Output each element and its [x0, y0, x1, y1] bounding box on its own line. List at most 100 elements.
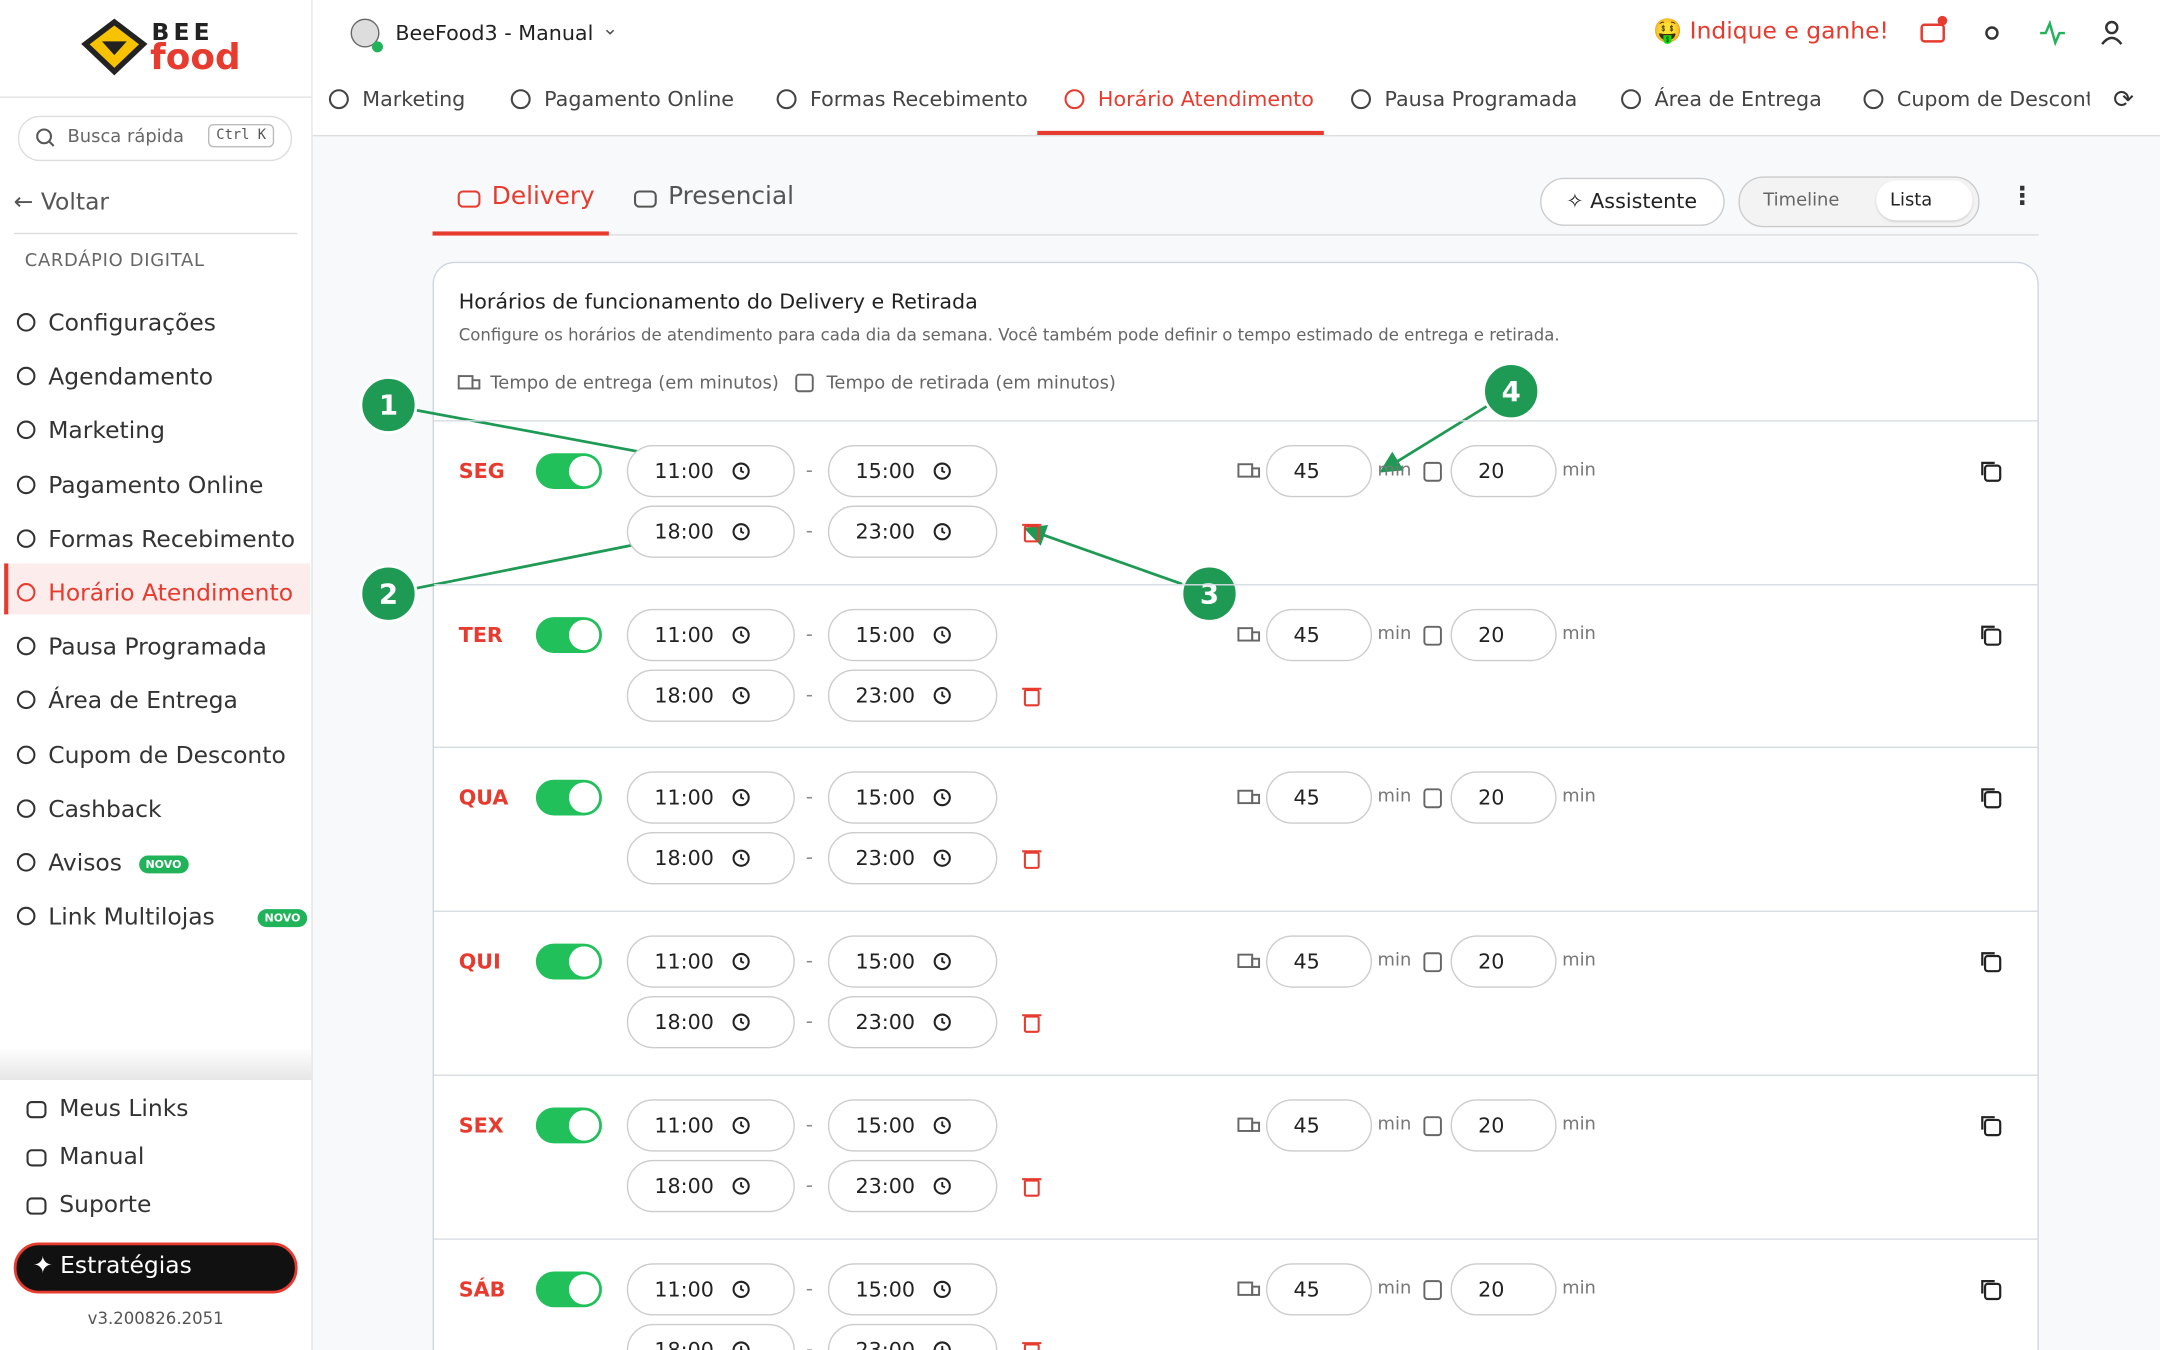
- time-end[interactable]: [827, 669, 998, 722]
- pickup-time[interactable]: [1450, 935, 1557, 988]
- time-end[interactable]: [827, 996, 998, 1049]
- tab-icon: [776, 89, 797, 110]
- delivery-time[interactable]: [1265, 771, 1373, 825]
- day-label: TER: [458, 622, 503, 648]
- footer-icon: [26, 1197, 47, 1215]
- tab[interactable]: Área de Entrega: [1654, 86, 1822, 112]
- delivery-time[interactable]: [1265, 1099, 1373, 1152]
- pickup-time[interactable]: [1450, 1262, 1557, 1315]
- refresh-button[interactable]: ⟳: [2113, 85, 2134, 115]
- view-option[interactable]: Timeline: [1763, 190, 1840, 211]
- tab[interactable]: Pausa Programada: [1384, 86, 1578, 112]
- footer-link[interactable]: Suporte: [59, 1191, 152, 1220]
- time-end[interactable]: [827, 771, 998, 825]
- subtab[interactable]: Delivery: [491, 181, 595, 211]
- kebab-menu[interactable]: ⋮: [2009, 181, 2035, 211]
- menu-item[interactable]: Agendamento: [48, 363, 214, 392]
- callout-number: 2: [379, 578, 398, 610]
- clock-icon: [933, 462, 951, 480]
- clock-icon: [732, 686, 750, 704]
- time-start[interactable]: [626, 771, 795, 825]
- menu-item[interactable]: Configurações: [48, 309, 216, 338]
- footer-link[interactable]: Manual: [59, 1143, 145, 1171]
- search-icon: [36, 128, 55, 147]
- divider: [13, 232, 298, 235]
- card-title: Horários de funcionamento do Delivery e …: [458, 289, 978, 315]
- time-start-value: 11:00: [654, 785, 714, 811]
- time-start[interactable]: [626, 505, 795, 558]
- menu-icon: [16, 745, 36, 764]
- menu-item[interactable]: Avisos: [48, 849, 122, 878]
- tab[interactable]: Pagamento Online: [544, 86, 735, 112]
- clock-icon: [732, 1116, 750, 1134]
- time-start[interactable]: [626, 1323, 795, 1350]
- time-end[interactable]: [827, 505, 998, 558]
- menu-item[interactable]: Pagamento Online: [48, 471, 264, 500]
- time-end[interactable]: [827, 1323, 998, 1350]
- toggle-knob: [568, 946, 600, 977]
- menu-item[interactable]: Horário Atendimento: [48, 579, 294, 608]
- time-end[interactable]: [827, 935, 998, 988]
- delivery-time-value: 45: [1293, 622, 1320, 648]
- pickup-time[interactable]: [1450, 444, 1557, 498]
- time-start[interactable]: [626, 669, 795, 722]
- strategies-text: Estratégias: [60, 1252, 192, 1280]
- time-start[interactable]: [626, 1099, 795, 1152]
- menu-item[interactable]: Formas Recebimento: [48, 525, 296, 554]
- pickup-time-value: 20: [1478, 785, 1505, 811]
- delivery-time[interactable]: [1265, 935, 1373, 988]
- unit: min: [1562, 787, 1596, 808]
- back-link[interactable]: ← Voltar: [13, 188, 110, 217]
- pickup-time[interactable]: [1450, 771, 1557, 825]
- time-start[interactable]: [626, 1159, 795, 1212]
- time-end[interactable]: [827, 608, 998, 661]
- menu-item[interactable]: Cupom de Desconto: [48, 741, 286, 770]
- clock-icon: [732, 523, 750, 541]
- menu-icon: [16, 475, 36, 494]
- subtab[interactable]: Presencial: [668, 181, 795, 211]
- store-name[interactable]: BeeFood3 - Manual: [395, 20, 594, 46]
- bag-icon: [1423, 1279, 1442, 1300]
- menu-item[interactable]: Área de Entrega: [48, 687, 238, 716]
- search-placeholder: Busca rápida: [67, 126, 185, 148]
- time-start-value: 18:00: [654, 1009, 714, 1035]
- time-end[interactable]: [827, 444, 998, 498]
- menu-item[interactable]: Cashback: [48, 795, 162, 824]
- clock-icon: [732, 789, 750, 807]
- delivery-time[interactable]: [1265, 444, 1373, 498]
- time-end[interactable]: [827, 1262, 998, 1315]
- time-start[interactable]: [626, 608, 795, 661]
- divider-shadow: [0, 1046, 312, 1080]
- referral[interactable]: 🤑 Indique e ganhe!: [1653, 17, 1889, 46]
- unit: min: [1562, 950, 1596, 972]
- unit: min: [1377, 950, 1412, 972]
- pickup-time[interactable]: [1450, 608, 1557, 661]
- time-start[interactable]: [626, 996, 795, 1049]
- menu-item[interactable]: Marketing: [48, 417, 165, 446]
- strategies-button[interactable]: [13, 1242, 298, 1294]
- time-end[interactable]: [827, 832, 998, 885]
- assistant-button[interactable]: [1540, 177, 1725, 226]
- delivery-time[interactable]: [1265, 1262, 1373, 1315]
- time-start[interactable]: [626, 832, 795, 885]
- time-end[interactable]: [827, 1099, 998, 1152]
- tab[interactable]: Horário Atendimento: [1097, 86, 1314, 112]
- view-option[interactable]: Lista: [1889, 190, 1933, 211]
- time-start[interactable]: [626, 935, 795, 988]
- search-box[interactable]: [17, 115, 293, 162]
- pickup-time[interactable]: [1450, 1099, 1557, 1152]
- chevron: ⌄: [601, 17, 619, 40]
- delivery-time[interactable]: [1265, 608, 1373, 661]
- tab[interactable]: Marketing: [362, 86, 466, 112]
- footer-link[interactable]: Meus Links: [59, 1095, 189, 1123]
- menu-item[interactable]: Link Multilojas: [48, 903, 215, 932]
- pickup-time-value: 20: [1478, 622, 1505, 648]
- delete-icon: [1022, 850, 1042, 870]
- time-end[interactable]: [827, 1159, 998, 1212]
- menu-item[interactable]: Pausa Programada: [48, 633, 267, 662]
- time-start-value: 18:00: [654, 1336, 714, 1350]
- time-start[interactable]: [626, 444, 795, 498]
- time-start[interactable]: [626, 1262, 795, 1315]
- tab[interactable]: Formas Recebimento: [809, 86, 1028, 112]
- tab[interactable]: Cupom de Desconto: [1896, 86, 2090, 112]
